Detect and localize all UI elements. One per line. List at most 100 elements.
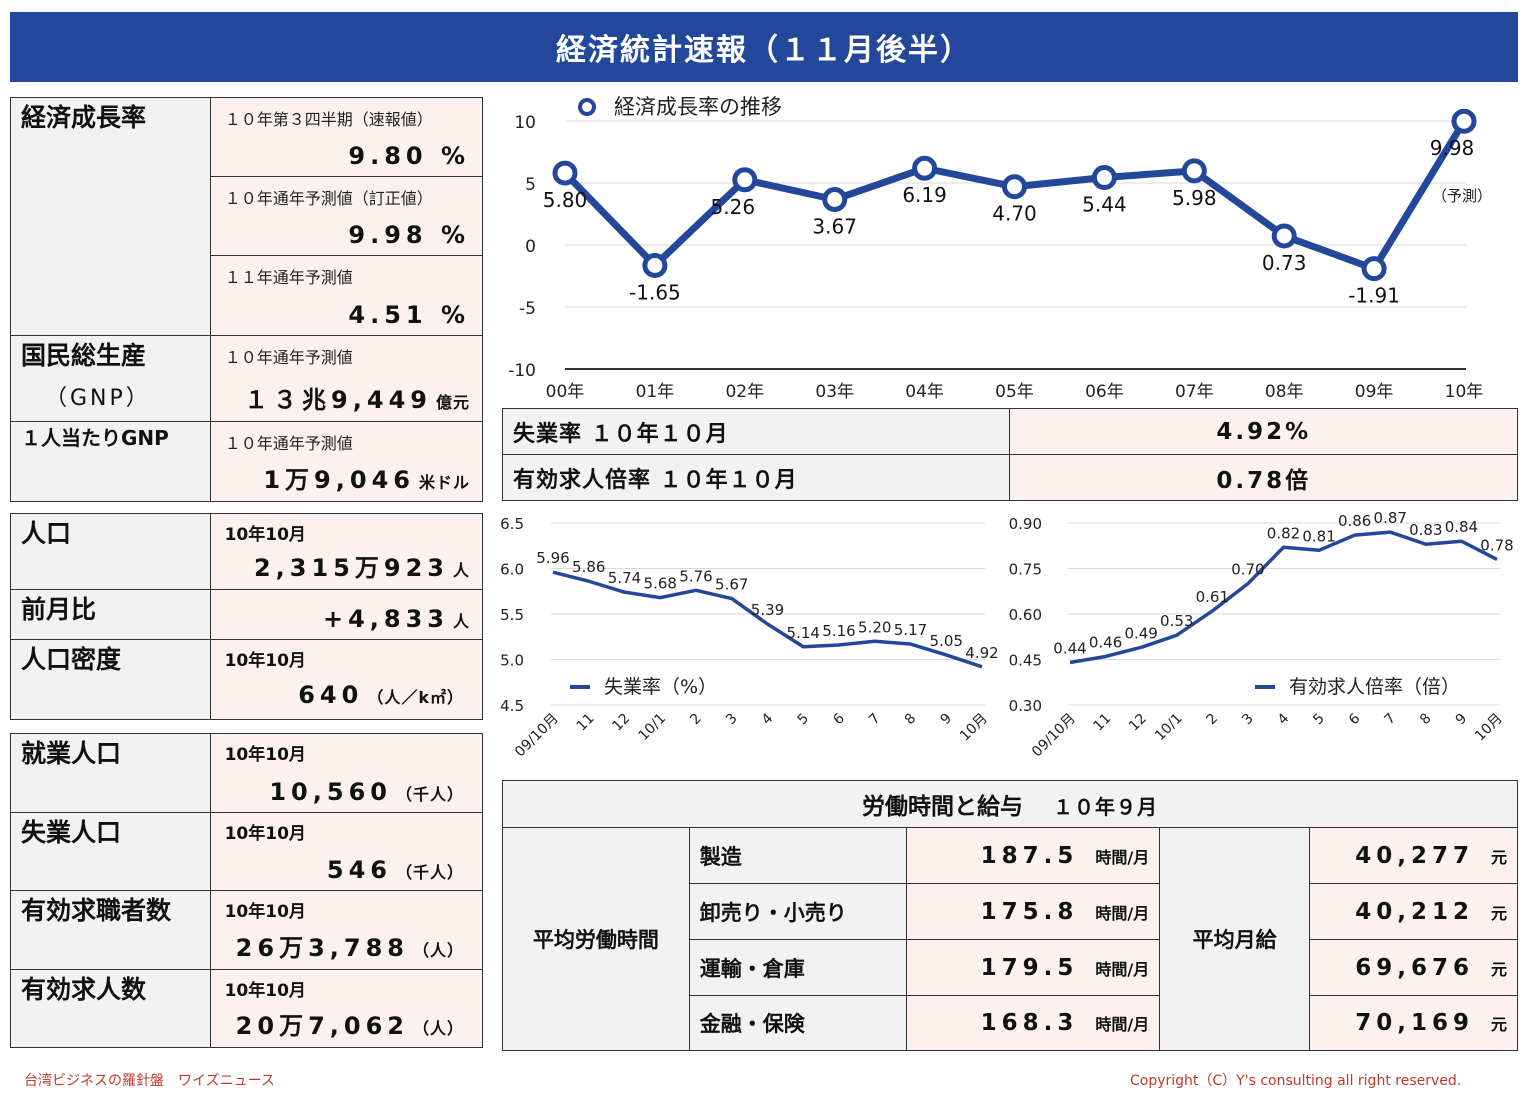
growth-point [1451, 108, 1477, 134]
unemployment-series-line [552, 570, 983, 669]
growth-point [642, 252, 668, 278]
mom-cell: +4,833 人 [209, 589, 484, 640]
gnp-label-sub: （GNP） [45, 386, 151, 411]
growth-point [1002, 174, 1027, 200]
job-ratio-data-label: 0.86 [1338, 512, 1371, 530]
unemployment-data-label: 5.86 [572, 558, 605, 576]
unemployment-data-label: 5.96 [536, 549, 569, 567]
unemployment-box: 失業率 １０年１０月 4.92% 有効求人倍率 １０年１０月 0.78倍 [501, 408, 1518, 501]
industry-transport: 運輸・倉庫 [688, 939, 908, 996]
unemployed-cell: 10年10月 546 （千人） [209, 812, 484, 891]
unemployment-xtick: 10月 [957, 711, 991, 745]
growth-xtick: 07年 [1175, 382, 1214, 402]
unemployment-data-label: 5.68 [644, 575, 677, 593]
job-ratio-xtick: 6 [1346, 710, 1364, 728]
growth-annotation: （予測） [1432, 187, 1492, 205]
growth-xtick: 01年 [636, 382, 675, 402]
gnp-per-cell: １０年通年予測値 1万9,046 米ドル [209, 421, 484, 502]
job-ratio-data-label: 0.49 [1124, 624, 1157, 642]
page-title: 経済統計速報（１１月後半） [10, 12, 1518, 82]
growth-data-label: 5.98 [1172, 186, 1217, 210]
job-ratio-data-label: 0.53 [1160, 612, 1193, 630]
job-ratio-xtick: 12 [1126, 711, 1150, 735]
unemployment-chart: 6.5 6.0 5.5 5.0 4.509/10月 11 12 10/1 2 3 4 5 6 7 8 9 10月… [500, 515, 999, 760]
growth-data-label: 5.26 [711, 195, 756, 219]
job-ratio-data-label: 0.78 [1480, 536, 1513, 554]
unemployment-ytick: 6.5 [500, 515, 524, 533]
job-ratio-ytick: 0.30 [1009, 697, 1042, 715]
unemployment-xtick: 3 [723, 711, 741, 729]
wage-finance: 70,169 元 [1309, 995, 1518, 1051]
job-ratio-label: 有効求人倍率 １０年１０月 [501, 454, 1011, 501]
growth-2011-cell: １１年通年予測値 4.51 % [209, 255, 484, 336]
job-seekers-sub: 10年10月 [224, 902, 306, 922]
unemployment-ytick: 4.5 [500, 697, 524, 715]
growth-xtick: 05年 [995, 382, 1034, 402]
growth-2011-value: 4.51 % [348, 301, 470, 329]
growth-2010-cell: １０年通年予測値（訂正値） 9.98 % [209, 176, 484, 256]
population-sub: 10年10月 [224, 525, 306, 545]
growth-data-label: -1.65 [629, 280, 681, 304]
unemployment-ytick: 5.0 [500, 652, 524, 670]
gnp-label: 国民総生産 （GNP） [10, 335, 211, 422]
job-openings-sub: 10年10月 [224, 981, 306, 1001]
unemployment-data-label: 5.20 [858, 618, 891, 636]
job-ratio-xtick: 4 [1275, 710, 1293, 728]
job-ratio-data-label: 0.87 [1374, 509, 1407, 527]
wage-retail: 40,212 元 [1309, 883, 1518, 940]
growth-data-label: 0.73 [1262, 251, 1307, 275]
job-seekers-value: 26万3,788 （人） [235, 934, 464, 962]
growth-q3-value: 9.80 % [348, 142, 470, 170]
population-value: 2,315万923 人 [253, 554, 470, 582]
job-openings-cell: 10年10月 20万7,062 （人） [209, 969, 484, 1048]
growth-legend-marker [578, 98, 596, 116]
growth-xtick: 08年 [1265, 382, 1304, 402]
footer-copyright: Copyright（C）Y's consulting all right res… [1130, 1073, 1462, 1089]
growth-data-label: 5.80 [543, 188, 588, 212]
job-ratio-ytick: 0.75 [1009, 561, 1042, 579]
job-ratio-xtick: 8 [1417, 711, 1435, 729]
growth-ytick: 0 [525, 237, 536, 257]
footer-brand: 台湾ビジネスの羅針盤 ワイズニュース [24, 1073, 275, 1089]
hours-finance: 168.3 時間/月 [906, 995, 1161, 1051]
population-cell: 10年10月 2,315万923 人 [209, 513, 484, 590]
growth-chart: 10 5 0 -5 -10 00年 01年 02年 03年 04年 05年 06年 07年 08年 09年 1… [508, 95, 1492, 402]
wage-transport: 69,676 元 [1309, 939, 1518, 996]
growth-ytick: 5 [525, 175, 536, 195]
growth-xtick: 04年 [905, 382, 944, 402]
employed-sub: 10年10月 [224, 745, 306, 765]
gnp-value: １３兆9,449 億元 [244, 386, 470, 414]
job-openings-label: 有効求人数 [10, 969, 211, 1048]
gnp-per-sub: １０年通年予測値 [224, 434, 353, 453]
growth-label: 経済成長率 [10, 97, 211, 336]
unemployment-rate-label: 失業率 １０年１０月 [501, 408, 1011, 455]
growth-data-label: 3.67 [812, 214, 857, 238]
job-ratio-xtick: 7 [1381, 711, 1399, 729]
unemployment-xtick: 11 [574, 711, 598, 735]
population-label: 人口 [10, 513, 211, 590]
job-ratio-xtick: 11 [1090, 711, 1114, 735]
job-ratio-xtick: 10/1 [1152, 711, 1186, 745]
gnp-per-value: 1万9,046 米ドル [263, 466, 470, 494]
job-ratio-xtick: 9 [1453, 711, 1471, 729]
unemployment-xtick: 9 [937, 711, 955, 729]
unemployment-data-label: 5.16 [822, 622, 855, 640]
job-ratio-xtick: 5 [1310, 711, 1328, 729]
growth-data-label: 4.70 [992, 202, 1037, 226]
mom-label: 前月比 [10, 589, 211, 640]
employed-cell: 10年10月 10,560 （千人） [209, 733, 484, 813]
mom-value: +4,833 人 [322, 605, 470, 633]
growth-ytick: -5 [519, 299, 536, 319]
density-value: 640 （人／k㎡） [298, 681, 464, 709]
industry-finance: 金融・保険 [688, 995, 908, 1051]
job-ratio-data-label: 0.44 [1053, 640, 1086, 658]
growth-data-label: 9.98 [1430, 136, 1475, 160]
employed-label: 就業人口 [10, 733, 211, 813]
growth-data-label: 6.19 [902, 183, 947, 207]
employed-value: 10,560 （千人） [269, 778, 464, 806]
gnp-per-label: １人当たりGNP [10, 421, 211, 502]
industry-manufacturing: 製造 [688, 827, 908, 884]
unemployment-xtick: 5 [794, 711, 812, 729]
job-ratio-data-label: 0.81 [1302, 527, 1335, 545]
job-ratio-series-line [1069, 530, 1498, 665]
